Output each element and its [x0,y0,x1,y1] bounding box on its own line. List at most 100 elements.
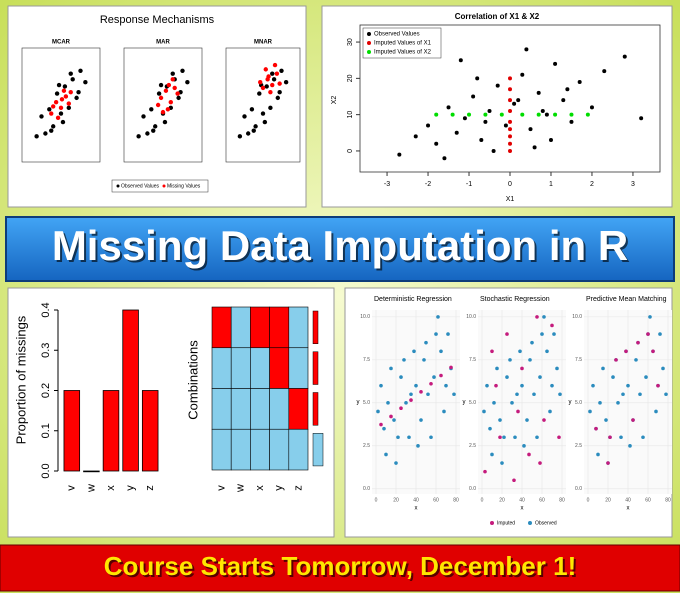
y-axis-label: y [463,400,466,406]
observed-point [382,426,386,431]
observed-point [185,80,190,85]
observed-point [426,392,430,397]
imputed-point [429,381,433,386]
y-tick-label: 0.0 [469,486,476,492]
point [536,112,541,117]
footer-shadow: Course Starts Tomorrow, December 1! [106,553,578,583]
y-tick-label: 7.5 [469,357,476,363]
point [413,134,418,139]
panel-title: Stochastic Regression [480,296,550,303]
y-tick-label: 0.1 [40,423,52,438]
point [491,148,496,153]
observed-point [39,114,44,119]
title-banner [5,216,675,282]
x-tick-label: w [235,484,247,493]
imputed-point [631,418,635,422]
imputed-point [624,349,628,354]
missing-point [175,91,180,96]
observed-point [412,349,416,354]
observed-point [634,358,638,362]
observed-point [54,91,60,96]
observed-point [488,426,492,431]
plot-frame [21,47,101,163]
observed-point [246,131,251,136]
point [528,127,533,132]
observed-point [432,375,436,379]
footer: Course Starts Tomorrow, December 1! [104,551,576,581]
observed-point [414,383,418,388]
plot-frame [123,47,203,163]
point [602,69,607,74]
x-tick-label: 40 [519,497,525,503]
observed-point [83,80,88,85]
point [589,105,594,110]
observed-point [170,71,175,76]
observed-point [661,366,665,371]
point [524,47,529,52]
observed-point [416,444,420,448]
observed-point [145,131,150,136]
observed-point [626,383,630,388]
observed-point [591,383,595,388]
observed-point [68,71,73,76]
observed-point [74,95,79,101]
row-proportion [312,392,319,426]
point [471,94,476,99]
imputed-point [449,365,453,370]
imputed-point [538,461,542,465]
x-tick-label: 0 [508,181,512,188]
point [508,148,512,153]
y-tick-label: 10.0 [360,314,370,320]
observed-point [648,315,652,319]
imputed-point [490,349,494,354]
observed-point [444,383,448,388]
x-tick-label: 2 [590,181,594,188]
observed-point [422,358,426,362]
imputed-point [557,435,561,440]
observed-point [528,358,532,362]
missing-point [53,99,59,105]
legend-marker [162,184,166,188]
observed-point [495,366,499,371]
point [508,119,512,124]
legend-marker [367,32,371,36]
observed-point [153,124,158,129]
observed-point [522,444,526,448]
observed-point [49,128,54,133]
observed-point [621,392,625,397]
observed-point [505,375,509,379]
point [520,112,525,117]
observed-point [530,340,534,345]
missing-point [258,80,263,85]
observed-point [439,349,443,354]
observed-point [436,315,440,319]
x-tick-label: 80 [453,497,459,503]
x-tick-label: -1 [466,181,472,188]
x-tick-label: -3 [384,181,390,188]
x-tick-label: y [273,485,285,491]
y-tick-label: 0.4 [40,302,52,317]
missing-point [158,95,164,101]
imputed-point [550,323,554,328]
observed-point [619,435,623,440]
bar [63,390,81,472]
observed-point [601,366,605,371]
legend-box [111,179,209,193]
y-axis-label: Proportion of missings [13,315,28,444]
missing-point [163,88,169,93]
missing-point [66,101,72,106]
legend-marker [367,41,371,45]
y-tick-label: 5.0 [575,400,582,406]
observed-point [545,349,549,354]
title-shadow: Missing Data Imputation in R [54,224,630,271]
point [553,61,558,66]
imputed-point [651,349,655,354]
cell [211,428,232,471]
observed-point [404,401,408,405]
y-tick-label: 2.5 [363,443,370,449]
x-tick-label: 80 [559,497,565,503]
observed-point [434,332,438,336]
point [508,141,512,146]
imputed-point [419,390,423,394]
x-tick-label: 80 [665,497,671,503]
